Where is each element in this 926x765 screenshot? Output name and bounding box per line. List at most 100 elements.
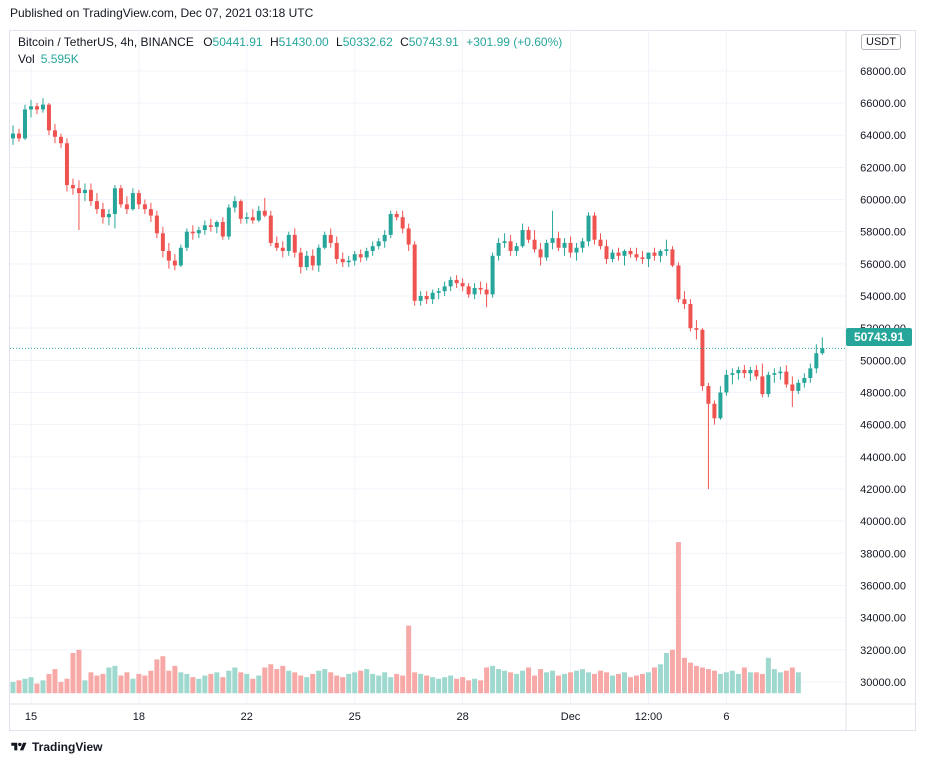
volume-bar	[10, 681, 16, 694]
candle	[244, 212, 249, 224]
candle	[268, 210, 273, 247]
volume-bar	[292, 672, 298, 694]
y-tick-label: 48000.00	[860, 387, 906, 399]
volume-bar	[370, 673, 376, 694]
volume-bar	[532, 675, 538, 694]
candle-body	[364, 250, 369, 258]
candle	[670, 246, 675, 268]
candle-body	[304, 255, 309, 268]
candle-body	[484, 289, 489, 295]
y-tick-label: 50000.00	[860, 355, 906, 367]
volume-bar	[160, 656, 166, 694]
candle	[136, 189, 141, 210]
volume-bar	[226, 670, 232, 694]
volume-bar	[238, 672, 244, 694]
candle-body	[274, 242, 279, 248]
x-tick-label: 12:00	[635, 711, 663, 723]
brand-name: TradingView	[32, 740, 103, 754]
symbol-label[interactable]: Bitcoin / TetherUS, 4h, BINANCE	[18, 35, 194, 49]
volume-bar	[58, 681, 64, 694]
candle-body	[298, 252, 303, 268]
candle	[142, 199, 147, 214]
candle	[454, 275, 459, 288]
open-key: O	[203, 35, 213, 49]
candle	[616, 247, 621, 261]
currency-badge[interactable]: USDT	[861, 34, 901, 50]
volume-bar	[490, 665, 496, 694]
candle-body	[124, 204, 129, 210]
candle	[118, 185, 123, 208]
candle-body	[46, 104, 51, 131]
candle	[11, 125, 15, 145]
volume-bar	[783, 670, 789, 694]
volume-bar	[382, 672, 388, 694]
candle	[406, 223, 411, 251]
candle-body	[592, 215, 597, 240]
volume-bar	[244, 673, 250, 694]
candle-body	[550, 238, 555, 243]
candle-body	[400, 217, 405, 229]
candle	[160, 226, 165, 258]
volume-bar	[651, 667, 657, 694]
candle	[562, 238, 567, 256]
volume-bar	[741, 667, 747, 694]
volume-bar	[604, 672, 610, 694]
x-tick-label: 22	[241, 711, 253, 723]
candle	[220, 217, 225, 240]
candle-body	[256, 210, 261, 221]
volume-bar	[64, 678, 70, 694]
candle	[250, 209, 255, 224]
candle-body	[538, 249, 543, 258]
candle-body	[130, 193, 135, 210]
volume-bar	[256, 675, 262, 694]
candle	[568, 236, 573, 258]
candle-body	[742, 369, 747, 374]
candle-body	[238, 201, 243, 219]
candle	[550, 210, 555, 250]
candle-body	[796, 382, 801, 391]
candle-body	[292, 234, 297, 253]
candle	[394, 210, 399, 221]
volume-bar	[40, 680, 46, 694]
volume-bar	[729, 670, 735, 694]
volume-bar	[88, 672, 94, 694]
candle	[238, 199, 243, 224]
footer-brand[interactable]: TradingView	[10, 740, 102, 754]
candle-body	[772, 373, 777, 375]
candle-body	[652, 252, 657, 256]
candle	[286, 231, 291, 256]
volume-bar	[352, 672, 358, 694]
candle	[352, 250, 357, 266]
tradingview-logo-icon	[11, 742, 27, 751]
candle-body	[286, 234, 291, 251]
volume-value: 5.595K	[40, 52, 79, 66]
candle	[52, 123, 57, 144]
candle-body	[250, 217, 255, 221]
volume-bar	[735, 673, 741, 694]
candle	[520, 223, 525, 248]
candle-body	[520, 230, 525, 247]
volume-bar	[460, 677, 466, 694]
volume-bar	[693, 665, 699, 694]
y-tick-label: 42000.00	[860, 484, 906, 496]
volume-bar	[454, 678, 460, 694]
volume-bar	[166, 670, 172, 694]
volume-bar	[442, 677, 448, 694]
candle	[430, 289, 435, 305]
volume-label[interactable]: Vol	[18, 52, 35, 66]
candle	[64, 138, 69, 192]
candle-body	[322, 234, 327, 248]
candle	[82, 183, 87, 202]
volume-bar	[705, 669, 711, 694]
volume-bar	[118, 675, 124, 694]
volume-bar	[376, 675, 382, 694]
candle	[538, 242, 543, 266]
candle-body	[622, 250, 627, 256]
volume-bar	[478, 680, 484, 694]
volume-bar	[448, 675, 454, 694]
candle	[412, 241, 417, 306]
volume-bar	[615, 673, 621, 694]
volume-bar	[328, 672, 334, 694]
volume-bar	[430, 677, 436, 694]
